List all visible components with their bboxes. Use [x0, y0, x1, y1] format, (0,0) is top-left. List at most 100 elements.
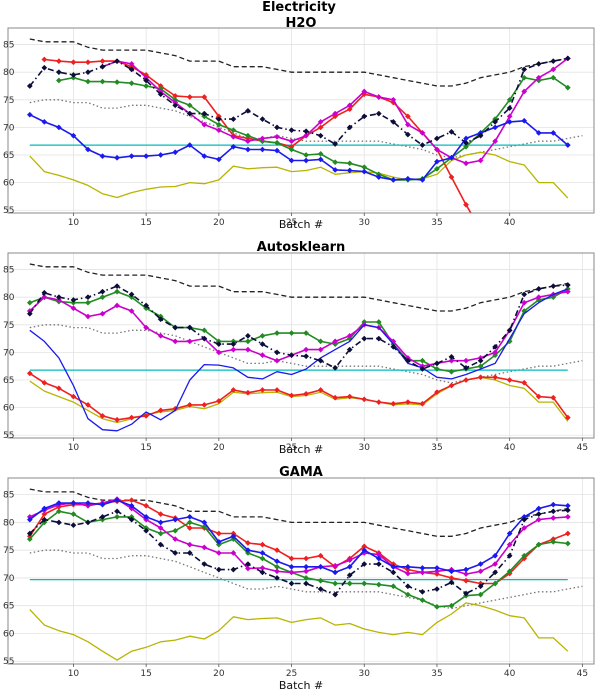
- series-line-9: [29, 57, 568, 146]
- series-line-2: [29, 99, 583, 159]
- data-point: [128, 66, 135, 73]
- data-point: [434, 366, 440, 372]
- data-point: [128, 291, 135, 298]
- data-point: [157, 407, 164, 414]
- data-point: [288, 563, 295, 570]
- data-point: [478, 227, 483, 232]
- data-point: [361, 88, 368, 95]
- data-point: [201, 561, 208, 568]
- data-point: [492, 343, 499, 350]
- data-point: [521, 516, 528, 523]
- data-point: [244, 540, 251, 546]
- data-point: [506, 377, 513, 383]
- data-point: [172, 527, 179, 534]
- data-point: [361, 335, 368, 342]
- data-point: [332, 338, 339, 345]
- data-point: [564, 513, 571, 520]
- x-tick-label: 40: [504, 218, 516, 228]
- data-point: [172, 338, 179, 345]
- data-point: [55, 77, 62, 84]
- data-point: [375, 94, 382, 100]
- data-point: [201, 327, 208, 334]
- data-point: [317, 124, 324, 131]
- data-point: [26, 111, 33, 118]
- data-point: [274, 574, 280, 581]
- data-point: [172, 516, 179, 523]
- data-point: [143, 527, 150, 534]
- data-point: [564, 55, 571, 62]
- data-point: [274, 133, 280, 140]
- data-point: [143, 513, 150, 520]
- data-point: [521, 88, 528, 95]
- data-point: [375, 174, 382, 181]
- data-point: [535, 285, 542, 292]
- data-point: [26, 516, 33, 523]
- data-point: [41, 64, 48, 71]
- data-point: [477, 561, 484, 568]
- data-point: [521, 74, 528, 81]
- data-point: [493, 241, 498, 246]
- data-point: [303, 157, 310, 164]
- data-point: [201, 335, 208, 342]
- data-point: [303, 152, 310, 158]
- series-line-8: [29, 288, 569, 432]
- data-point: [186, 550, 193, 556]
- data-point: [419, 176, 426, 183]
- data-point: [535, 294, 542, 301]
- data-point: [506, 552, 513, 559]
- data-point: [186, 142, 193, 149]
- data-point: [114, 302, 121, 309]
- y-tick-label: 65: [3, 376, 14, 386]
- data-point: [404, 583, 411, 590]
- data-point: [114, 513, 121, 520]
- data-point: [332, 110, 339, 117]
- x-axis-label: Batch #: [279, 218, 323, 231]
- data-point: [288, 138, 295, 145]
- data-point: [332, 394, 339, 401]
- data-point: [551, 244, 556, 249]
- data-point: [317, 552, 324, 559]
- data-point: [201, 401, 208, 408]
- data-point: [244, 332, 251, 339]
- data-point: [114, 416, 121, 423]
- x-tick-label: 10: [68, 218, 80, 228]
- data-point: [361, 396, 368, 403]
- data-point: [390, 118, 397, 125]
- data-point: [99, 78, 106, 85]
- data-point: [244, 138, 251, 145]
- data-point: [434, 158, 440, 165]
- chart-panel-1: 10 15 20 25 30 35 40 55 60 65 70 75 80 85 H2O Batch #: [3, 16, 595, 249]
- data-point: [55, 385, 62, 392]
- data-point: [230, 566, 237, 573]
- data-point: [157, 525, 164, 531]
- data-point: [172, 536, 179, 543]
- data-point: [259, 387, 266, 393]
- x-tick-label: 10: [68, 443, 80, 453]
- data-point: [274, 349, 280, 356]
- data-point: [201, 94, 208, 100]
- data-point: [143, 83, 150, 89]
- data-point: [41, 56, 48, 63]
- data-point: [230, 143, 237, 150]
- data-point: [26, 370, 33, 377]
- data-point: [259, 332, 266, 339]
- data-point: [434, 135, 440, 142]
- series-line-4: [29, 376, 569, 424]
- data-point: [274, 139, 280, 146]
- data-point: [70, 71, 77, 78]
- data-point: [550, 508, 557, 515]
- data-point: [85, 299, 91, 306]
- data-point: [492, 569, 499, 576]
- data-point: [274, 330, 280, 337]
- data-point: [535, 511, 542, 518]
- data-point: [114, 288, 121, 295]
- data-point: [259, 341, 266, 348]
- data-point: [317, 577, 324, 584]
- data-point: [492, 374, 499, 381]
- data-point: [332, 141, 339, 147]
- data-point: [303, 390, 310, 397]
- data-point: [157, 541, 164, 548]
- data-point: [375, 561, 382, 568]
- data-point: [274, 547, 280, 554]
- data-point: [404, 563, 411, 570]
